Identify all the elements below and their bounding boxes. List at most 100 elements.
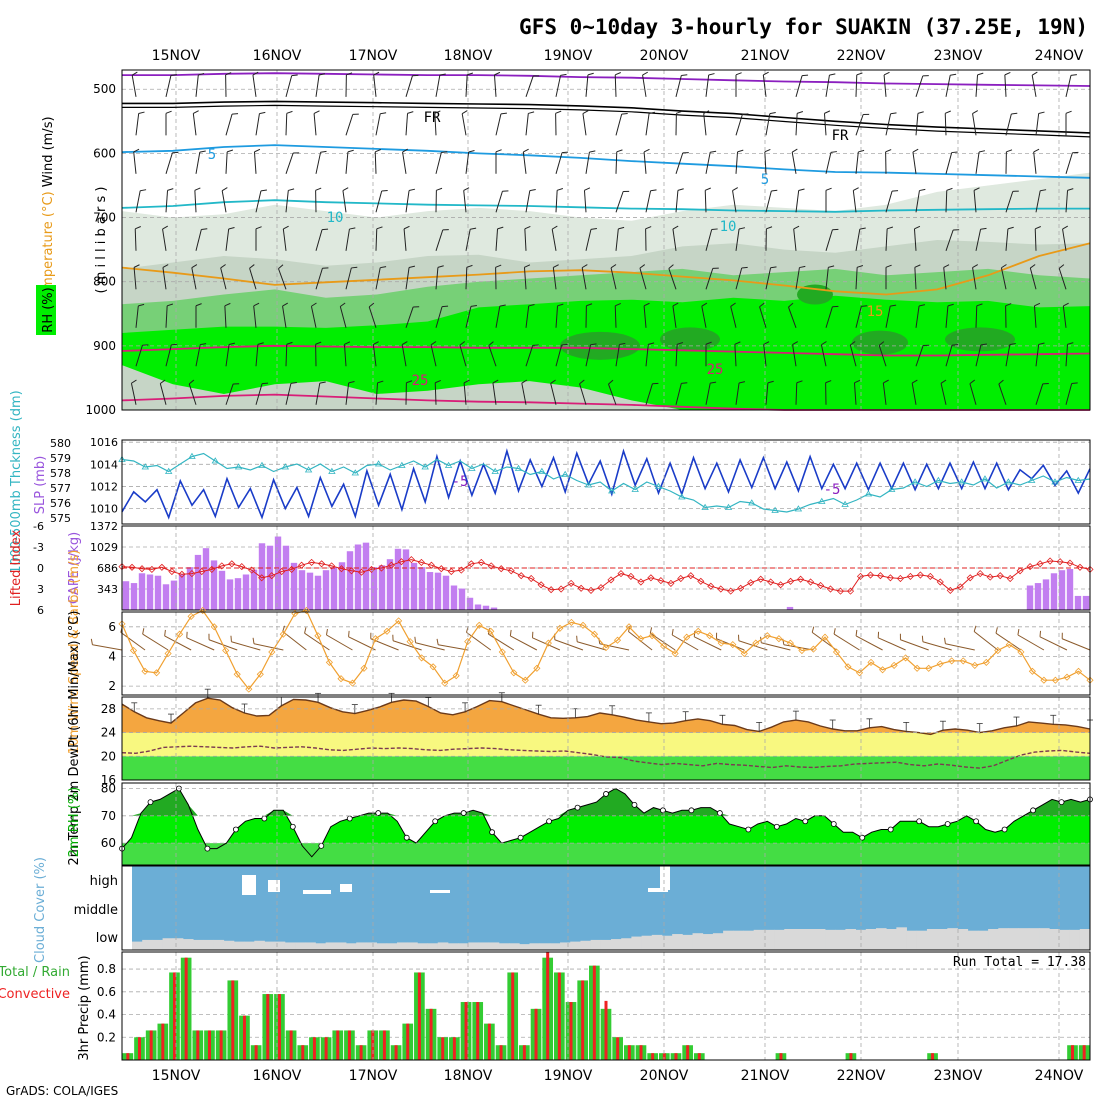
- lifted-marker-23: [347, 567, 356, 575]
- wind-barb-r0c24-flag: [856, 72, 863, 76]
- cape-bar-3: [146, 574, 154, 610]
- y-axis-label-thickness-part: 1000-500mb Thckness (dm): [9, 390, 24, 573]
- wind-barb-r6c16: [614, 305, 617, 328]
- lifted-marker-73: [846, 587, 855, 595]
- wind-barb-r5c28-flag: [972, 264, 979, 268]
- wind-barb-r6c31: [1062, 305, 1067, 328]
- wind-barb-r7c12-flag: [488, 341, 494, 346]
- precip-conv-bar-32: [499, 1045, 503, 1060]
- lifted-marker-67: [787, 577, 795, 585]
- wind10-marker-60: [809, 645, 817, 653]
- cloud-low-bar-3: [162, 938, 174, 950]
- cape-bar-83: [786, 606, 794, 610]
- wind-barb-r0c9: [405, 75, 413, 97]
- wind-barb-r2c8: [374, 151, 377, 174]
- lifted-marker-3: [148, 565, 156, 573]
- cloud-low-bar-25: [386, 943, 398, 950]
- wind-barb-r3c28: [973, 190, 977, 213]
- wind-barb-r8c29-flag: [998, 379, 1004, 385]
- wind-barb-r0c25-flag: [883, 71, 890, 76]
- lifted-marker-60: [717, 585, 725, 593]
- cape-bar-40: [442, 575, 450, 610]
- precip-conv-bar-82: [1082, 1045, 1086, 1060]
- wind10-marker-20: [348, 679, 357, 687]
- cloud-low-bar-60: [743, 930, 755, 950]
- wind-barb-r1c25: [885, 113, 892, 136]
- wind-barb-r2c14: [555, 152, 563, 174]
- y-axis-label-wind10: 10m Wind Speed & Barbs (m/s): [67, 550, 82, 755]
- lifted-tick-2: 0: [37, 562, 44, 575]
- wind-barb-r1c26: [915, 113, 919, 136]
- wind-barb-r7c16: [615, 344, 620, 367]
- wind-barb-r0c3-flag: [225, 72, 232, 76]
- wind10-barb-52-flag: [693, 630, 696, 637]
- wind-barb-r1c17-flag: [648, 111, 656, 115]
- wind10-barb-76: [973, 631, 999, 651]
- wind-barb-r4c12: [495, 228, 499, 251]
- wind-barb-r6c2-flag: [195, 303, 202, 307]
- cloud-low-bar-44: [580, 940, 592, 950]
- cloud-low-bar-9: [223, 940, 235, 950]
- lifted-marker-25: [367, 565, 376, 573]
- slp-tick-1: 1012: [90, 480, 118, 493]
- cloud-low-bar-57: [712, 933, 724, 950]
- wind10-marker-49: [683, 633, 691, 641]
- wind-barb-r4c31-flag: [1062, 225, 1069, 230]
- cloud-low-bar-4: [172, 938, 184, 950]
- wind-barb-r6c16-flag: [615, 303, 621, 307]
- wind-barb-r4c1-flag: [162, 225, 169, 230]
- slp-thickness-frame: [121, 439, 1091, 525]
- wind-barb-r2c23-flag: [830, 151, 837, 153]
- cloud-low-bar-93: [1079, 929, 1091, 950]
- wind-barb-r2c26-flag: [912, 148, 919, 153]
- wind-barb-r6c21: [759, 306, 767, 328]
- cloud-low-bar-73: [875, 928, 887, 950]
- wind-barb-r1c5: [285, 113, 288, 136]
- legend-rh-swatch: [36, 285, 56, 335]
- wind-barb-r5c30: [1029, 267, 1037, 290]
- wind-barb-r2c1: [165, 152, 173, 174]
- wind-barb-r0c4: [252, 74, 257, 97]
- thickness-marker-68: [911, 478, 919, 485]
- wind-barb-r8c13-flag: [521, 379, 528, 384]
- lifted-tick-1: -3: [33, 541, 44, 554]
- y-axis-label-slp-part: SLP (mb): [33, 456, 48, 515]
- wind-barb-r3c2-flag: [194, 187, 201, 191]
- wind10-marker-26: [418, 654, 426, 662]
- wind-barb-r3c13-flag: [529, 189, 536, 192]
- cloud-low-bar-36: [498, 943, 510, 950]
- cloud-low-bar-88: [1028, 928, 1040, 950]
- slp-tick-0: 1010: [90, 503, 118, 516]
- wind-barb-r5c15: [581, 267, 587, 290]
- wind-barb-r7c25: [878, 345, 887, 367]
- wind-barb-r6c6: [310, 306, 317, 328]
- wind-barb-r1c11-flag: [461, 110, 468, 115]
- legend-rh-label-part: RH (%): [41, 287, 56, 332]
- precip-conv-bar-16: [312, 1037, 316, 1060]
- wind-barb-r8c0-flag: [131, 379, 137, 384]
- wind-barb-r8c25: [882, 382, 887, 405]
- precip-conv-bar-44: [639, 1045, 643, 1060]
- thickness-marker-66: [887, 485, 896, 492]
- wind-barb-r0c17: [642, 75, 647, 97]
- cape-bar-7: [178, 574, 186, 610]
- lifted-marker-40: [517, 572, 525, 580]
- wind-barb-r0c1-flag: [170, 74, 177, 76]
- wind-barb-r4c0-flag: [135, 226, 141, 230]
- wind10-barb-14-flag: [252, 637, 255, 644]
- lifted-marker-37: [487, 562, 495, 570]
- wind-barb-r2c4: [253, 151, 257, 174]
- wind-barb-r1c27: [944, 113, 947, 136]
- cape-bar-18: [266, 545, 274, 610]
- wind-barb-r3c17-flag: [650, 189, 657, 192]
- cloud-low-bar-67: [814, 929, 826, 950]
- wind-barb-r5c2: [191, 267, 197, 290]
- bottom-date-label-7: 22NOV: [837, 1068, 886, 1084]
- isotherm-label-1: -5: [824, 482, 841, 498]
- thickness-marker-20: [351, 469, 360, 476]
- wind-barb-r8c28-flag: [969, 379, 976, 385]
- wind10-marker-6: [187, 612, 195, 620]
- lifted-marker-45: [567, 579, 575, 587]
- y-axis-label-temp: 2m Temp 2m DewPt (6hr Min/Max) (°C): [67, 611, 82, 866]
- cape-bar-24: [314, 575, 322, 610]
